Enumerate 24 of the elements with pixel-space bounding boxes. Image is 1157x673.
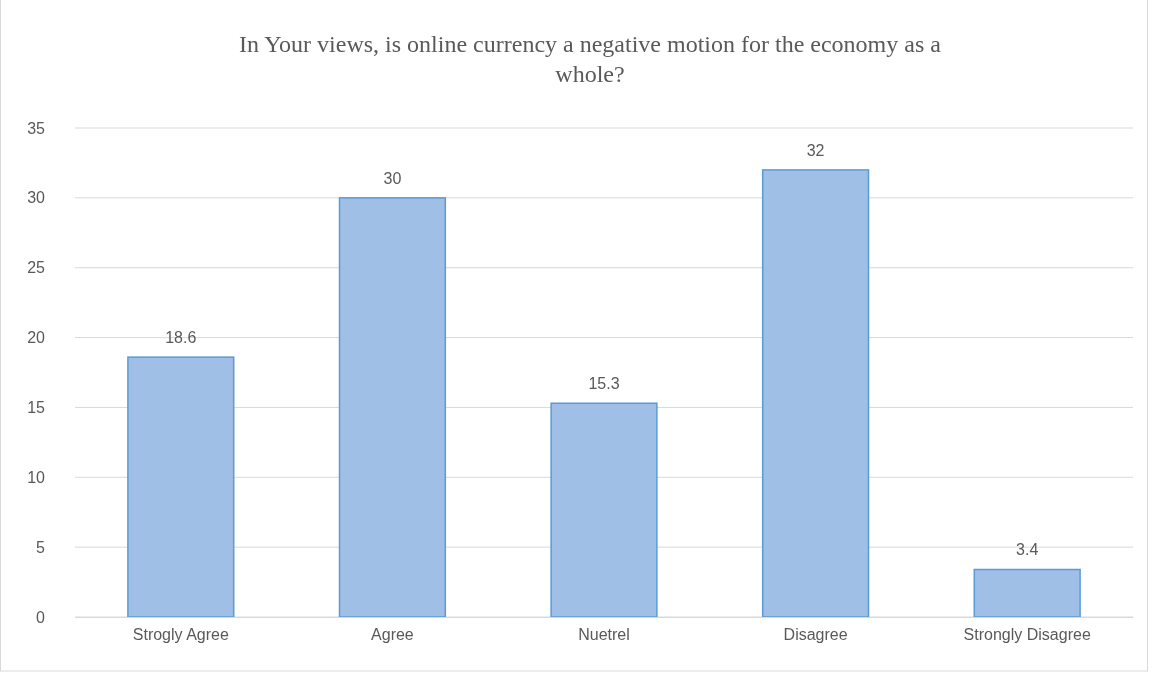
data-label: 3.4 [1016, 541, 1039, 559]
x-tick-label: Disagree [783, 626, 848, 644]
data-label: 15.3 [588, 375, 620, 393]
chart-title: In Your views, is online currency a negative motion for the economy as a whole? [239, 31, 942, 87]
y-tick-label: 5 [36, 538, 46, 556]
bar [761, 169, 870, 618]
y-tick-label: 15 [27, 399, 46, 417]
y-tick-label: 35 [27, 119, 46, 137]
y-tick-label: 0 [36, 608, 46, 626]
x-tick-label: Nuetrel [578, 626, 630, 644]
x-tick-label: Strogly Agree [132, 626, 229, 644]
data-label: 18.6 [165, 329, 197, 347]
y-tick-label: 10 [27, 468, 46, 486]
x-tick-label: Agree [371, 626, 414, 644]
data-label: 32 [806, 141, 825, 159]
y-tick-label: 25 [27, 259, 46, 277]
bar [973, 568, 1081, 618]
y-tick-label: 20 [27, 329, 46, 347]
bar [127, 356, 235, 618]
y-tick-label: 30 [27, 189, 46, 207]
x-tick-label: Strongly Disagree [963, 626, 1091, 644]
data-label: 30 [383, 169, 402, 187]
bar [338, 197, 447, 618]
bar [550, 402, 658, 618]
